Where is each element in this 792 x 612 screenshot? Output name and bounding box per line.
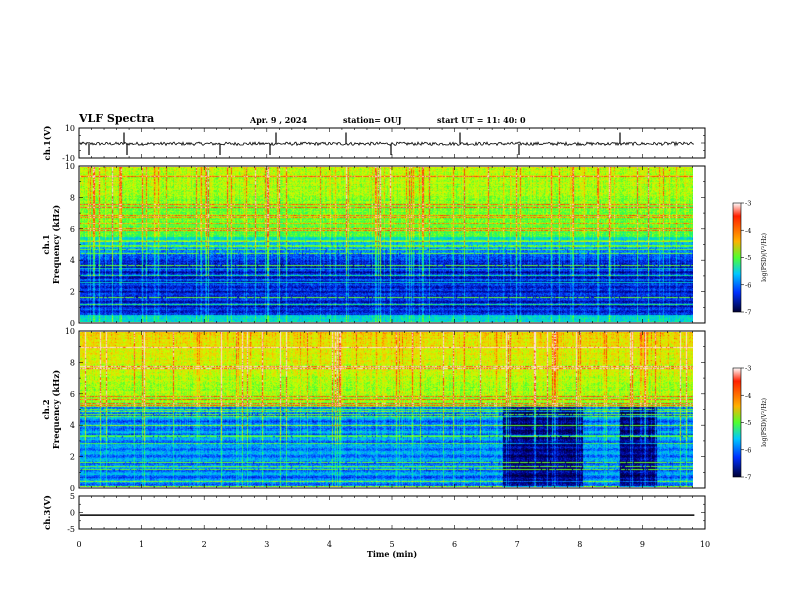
ch1-colorbar-tick: -7 (745, 309, 751, 317)
ch1-spectrogram-panel (78, 165, 706, 324)
ch2-colorbar (732, 367, 742, 478)
ch2-spectrogram-panel (78, 330, 706, 489)
x-tick-label: 5 (389, 540, 394, 549)
x-tick-label: 2 (202, 540, 207, 549)
ch2-spec-ytick: 10 (65, 327, 75, 336)
ch1-spec-ytick: 8 (70, 193, 75, 202)
ch1-colorbar-tick: -4 (745, 227, 751, 235)
ch3-panel (78, 495, 706, 530)
station-label: station= OUJ (343, 115, 402, 125)
x-tick-label: 7 (515, 540, 520, 549)
ch1-spikes (88, 132, 621, 155)
ch2-spec-ytick: 2 (70, 453, 75, 462)
ch3-ytick-mid: 0 (70, 509, 75, 518)
ch1-ytick-bottom: -10 (62, 154, 75, 163)
x-tick-label: 0 (76, 540, 81, 549)
ch1-panel (78, 127, 706, 159)
ch1-waveform-line (79, 140, 695, 147)
svg-text:ch.1: ch.1 (42, 234, 52, 254)
ch1-spec-ytick: 10 (65, 162, 75, 171)
ch1-spec-ytick: 0 (70, 319, 75, 328)
ch2-colorbar-tick: -6 (745, 446, 751, 454)
svg-text:log(PSD)(V²/Hz): log(PSD)(V²/Hz) (761, 398, 768, 447)
ch3-ytick-top: 5 (70, 492, 75, 501)
ch2-spec-ytick: 6 (70, 390, 75, 399)
x-tick-label: 3 (264, 540, 269, 549)
ch2-colorbar-tick: -7 (745, 474, 751, 482)
x-tick-label: 10 (700, 540, 710, 549)
ch2-spec-ylabel: ch.2 Frequency (kHz) (42, 370, 62, 449)
ch2-colorbar-tick: -5 (745, 419, 751, 427)
ch1-spec-ylabel: ch.1 Frequency (kHz) (42, 205, 62, 284)
ch2-colorbar-tick: -3 (745, 365, 751, 373)
ch1-colorbar (732, 202, 742, 313)
date-label: Apr. 9 , 2024 (250, 115, 308, 125)
svg-text:ch.2: ch.2 (42, 399, 52, 419)
svg-text:Frequency (kHz): Frequency (kHz) (51, 205, 62, 284)
x-tick-label: 9 (640, 540, 645, 549)
ch3-ytick-bottom: -5 (67, 525, 75, 534)
x-tick-label: 1 (139, 540, 144, 549)
ch2-spec-ytick: 8 (70, 358, 75, 367)
x-tick-label: 6 (452, 540, 457, 549)
start-time-label: start UT = 11: 40: 0 (437, 115, 526, 125)
ch1-colorbar-tick: -6 (745, 281, 751, 289)
ch2-colorbar-label: log(PSD)(V²/Hz) (761, 398, 768, 447)
svg-text:ch.3(V): ch.3(V) (42, 495, 53, 530)
ch1-colorbar-label: log(PSD)(V²/Hz) (761, 233, 768, 282)
ch3-ylabel: ch.3(V) (42, 495, 53, 530)
ch1-spectrogram-image (80, 167, 693, 322)
svg-text:log(PSD)(V²/Hz): log(PSD)(V²/Hz) (761, 233, 768, 282)
x-tick-label: 4 (327, 540, 332, 549)
ch1-ytick-top: 10 (65, 124, 75, 133)
chart-title: VLF Spectra (79, 112, 155, 125)
svg-text:Frequency (kHz): Frequency (kHz) (51, 370, 62, 449)
ch1-spec-ytick: 2 (70, 288, 75, 297)
ch1-colorbar-tick: -5 (745, 254, 751, 262)
x-axis-label: Time (min) (367, 549, 417, 559)
ch2-spec-ytick: 0 (70, 484, 75, 493)
ch1-colorbar-tick: -3 (745, 200, 751, 208)
x-tick-label: 8 (577, 540, 582, 549)
ch1-spec-ytick: 6 (70, 225, 75, 234)
ch1-ylabel: ch.1(V) (42, 126, 53, 161)
ch2-colorbar-tick: -4 (745, 392, 751, 400)
ch1-spec-ytick: 4 (70, 256, 75, 265)
ch2-spec-ytick: 4 (70, 421, 75, 430)
svg-text:ch.1(V): ch.1(V) (42, 126, 53, 161)
ch2-spectrogram-image (80, 332, 693, 487)
